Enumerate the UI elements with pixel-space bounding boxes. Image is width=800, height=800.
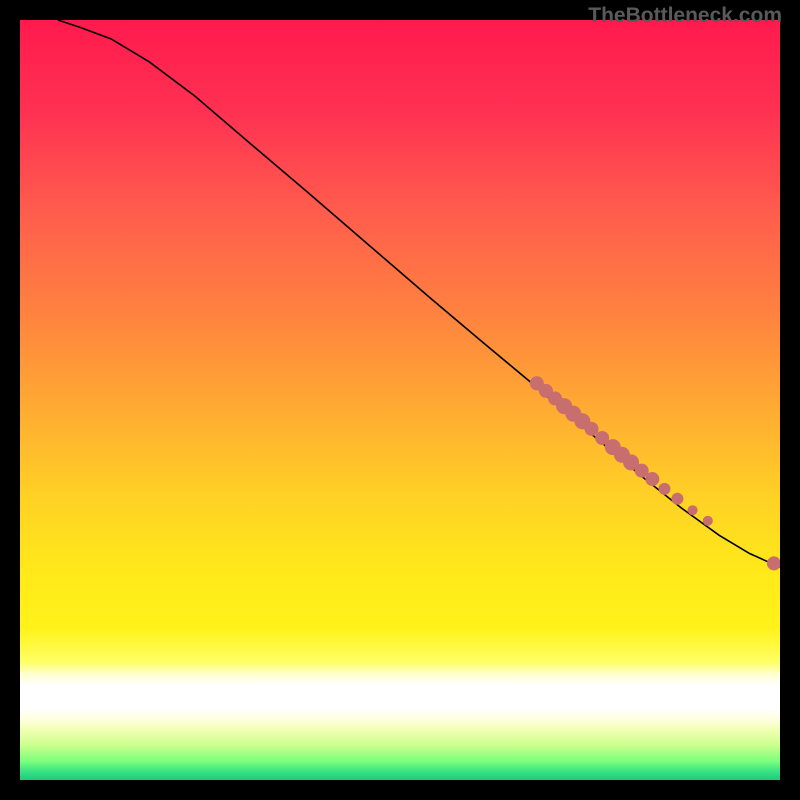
data-marker (688, 505, 698, 515)
data-marker (703, 516, 713, 526)
curve-layer (20, 20, 780, 780)
data-marker (645, 472, 659, 486)
performance-curve (58, 20, 780, 567)
data-marker (658, 483, 670, 495)
data-marker (671, 493, 683, 505)
marker-group (530, 376, 780, 570)
bottleneck-chart: TheBottleneck.com (0, 0, 800, 800)
data-marker (585, 422, 599, 436)
data-marker (767, 556, 780, 570)
plot-area (20, 20, 780, 780)
watermark-text: TheBottleneck.com (588, 4, 782, 28)
